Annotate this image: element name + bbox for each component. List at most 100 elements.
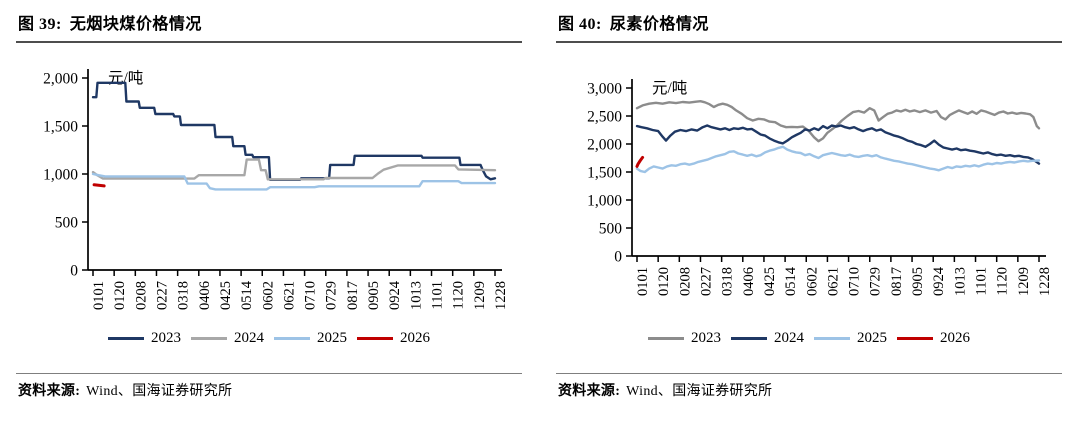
x-tick-label: 0406: [741, 267, 757, 296]
figure-40: 图 40: 尿素价格情况 0 500 1,000 1,500 2,000 2,500 3,00…: [540, 0, 1080, 400]
legend-swatch-2024: [191, 336, 227, 340]
legend-item-2023: 2023: [108, 330, 181, 347]
series-line-2024: [91, 158, 497, 181]
y-tick-label: 0: [614, 249, 622, 266]
x-tick-label: 0227: [698, 267, 714, 296]
x-tick-label: 0425: [218, 281, 234, 310]
x-tick-label: 1120: [451, 281, 467, 309]
x-tick-label: 0924: [387, 280, 403, 310]
x-tick-label: 0318: [176, 281, 192, 310]
x-tick-label: 0905: [366, 281, 382, 310]
legend-swatch-2024: [731, 336, 767, 340]
source-text: Wind、国海证券研究所: [86, 384, 233, 399]
figure-39-source: 资料来源: Wind、国海证券研究所: [16, 373, 522, 400]
legend-label: 2023: [151, 329, 181, 346]
legend-swatch-2023: [108, 336, 144, 340]
legend-label: 2024: [774, 329, 804, 346]
y-tick-label: 2,000: [587, 137, 622, 154]
x-tick-label: 0602: [260, 281, 276, 310]
line-chart-canvas: 0 500 1,000 1,500 2,000 0101 0120 0208 0227 0318 0…: [43, 69, 509, 310]
x-tick-label: 0710: [303, 281, 319, 310]
figure-39: 图 39: 无烟块煤价格情况 0 500 1,000 1,500 2,000 0101 012…: [0, 0, 540, 400]
figure-40-name: 尿素价格情况: [609, 16, 709, 33]
x-tick-label: 0924: [931, 266, 947, 296]
x-tick-label: 1013: [408, 281, 424, 310]
figure-40-label: 图 40:: [558, 16, 602, 33]
x-tick-label: 0514: [783, 266, 799, 296]
x-tick-label: 0101: [91, 281, 107, 310]
x-tick-label: 0602: [804, 267, 820, 296]
x-tick-label: 0318: [720, 267, 736, 296]
x-tick-label: 0208: [677, 267, 693, 296]
x-tick-label: 0227: [154, 281, 170, 310]
legend-item-2025: 2025: [274, 330, 347, 347]
figure-39-name: 无烟块煤价格情况: [69, 16, 202, 33]
x-tick-label: 0710: [847, 267, 863, 296]
legend-item-2023: 2023: [648, 330, 721, 347]
series-line-2025: [91, 172, 497, 191]
x-tick-label: 0101: [635, 267, 651, 296]
y-tick-label: 3,000: [587, 81, 622, 98]
x-tick-label: 0120: [112, 281, 128, 310]
x-tick-label: 0817: [889, 267, 905, 296]
y-tick-label: 1,500: [43, 119, 78, 136]
x-tick-label: 0905: [910, 267, 926, 296]
source-label: 资料来源:: [558, 384, 621, 399]
x-tick-label: 1120: [995, 267, 1011, 295]
x-tick-label: 1228: [1037, 267, 1053, 296]
figure-40-title: 图 40: 尿素价格情况: [556, 10, 1062, 43]
line-chart-canvas: 0 500 1,000 1,500 2,000 2,500 3,000 0101 0120 020…: [587, 79, 1053, 296]
x-tick-label: 0729: [324, 281, 340, 310]
legend-swatch-2023: [648, 336, 684, 340]
legend-label: 2026: [940, 329, 970, 346]
x-tick-label: 0621: [825, 267, 841, 296]
chart-anthracite-coal-price: 0 500 1,000 1,500 2,000 0101 0120 0208 0227 0318 0…: [16, 45, 522, 341]
y-tick-label: 2,500: [587, 109, 622, 126]
y-tick-label: 2,000: [43, 71, 78, 88]
x-tick-label: 1101: [430, 281, 446, 309]
legend-swatch-2026: [897, 336, 933, 340]
source-text: Wind、国海证券研究所: [626, 384, 773, 399]
legend-item-2025: 2025: [814, 330, 887, 347]
x-tick-label: 0425: [762, 267, 778, 296]
series-line-2024: [635, 124, 1041, 165]
legend-swatch-2025: [814, 336, 850, 340]
report-figures-row: 图 39: 无烟块煤价格情况 0 500 1,000 1,500 2,000 0101 012…: [0, 0, 1080, 400]
x-tick-label: 0120: [656, 267, 672, 296]
x-tick-label: 0817: [345, 281, 361, 310]
y-tick-label: 500: [599, 221, 623, 238]
chart-urea-price: 0 500 1,000 1,500 2,000 2,500 3,000 0101 0120 020…: [556, 45, 1062, 341]
legend-label: 2025: [317, 329, 347, 346]
series-line-2025: [635, 145, 1041, 174]
y-tick-label: 1,500: [587, 165, 622, 182]
axis-unit-label: 元/吨: [652, 79, 687, 97]
legend-label: 2026: [400, 329, 430, 346]
series-line-2026: [92, 183, 106, 188]
x-tick-label: 1228: [493, 281, 509, 310]
x-tick-label: 1013: [952, 267, 968, 296]
x-tick-label: 0729: [868, 267, 884, 296]
figure-39-label: 图 39:: [18, 16, 62, 33]
legend-item-2024: 2024: [191, 330, 264, 347]
legend-label: 2025: [857, 329, 887, 346]
y-tick-label: 0: [70, 263, 78, 280]
x-tick-label: 1101: [974, 267, 990, 295]
legend-item-2026: 2026: [357, 330, 430, 347]
figure-40-source: 资料来源: Wind、国海证券研究所: [556, 373, 1062, 400]
chart-40-legend: 2023 2024 2025 2026: [556, 327, 1062, 349]
x-tick-label: 1209: [1016, 267, 1032, 296]
chart-39-legend: 2023 2024 2025 2026: [16, 327, 522, 349]
legend-swatch-2026: [357, 336, 393, 340]
legend-item-2024: 2024: [731, 330, 804, 347]
x-tick-label: 1209: [472, 281, 488, 310]
x-tick-label: 0208: [133, 281, 149, 310]
x-tick-label: 0406: [197, 281, 213, 310]
legend-swatch-2025: [274, 336, 310, 340]
legend-item-2026: 2026: [897, 330, 970, 347]
series-line-2023: [635, 100, 1041, 143]
y-tick-label: 1,000: [587, 193, 622, 210]
legend-label: 2023: [691, 329, 721, 346]
figure-39-title: 图 39: 无烟块煤价格情况: [16, 10, 522, 43]
legend-label: 2024: [234, 329, 264, 346]
x-tick-label: 0514: [239, 280, 255, 310]
